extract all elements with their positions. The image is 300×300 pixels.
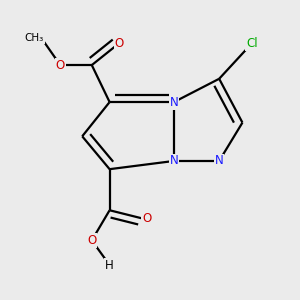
Text: N: N xyxy=(169,96,178,109)
Text: O: O xyxy=(115,37,124,50)
Text: N: N xyxy=(169,154,178,167)
Text: O: O xyxy=(87,234,96,247)
Text: H: H xyxy=(105,259,114,272)
Text: Cl: Cl xyxy=(246,37,258,50)
Text: CH₃: CH₃ xyxy=(25,33,44,43)
Text: O: O xyxy=(142,212,151,225)
Text: N: N xyxy=(215,154,224,167)
Text: O: O xyxy=(56,58,65,72)
